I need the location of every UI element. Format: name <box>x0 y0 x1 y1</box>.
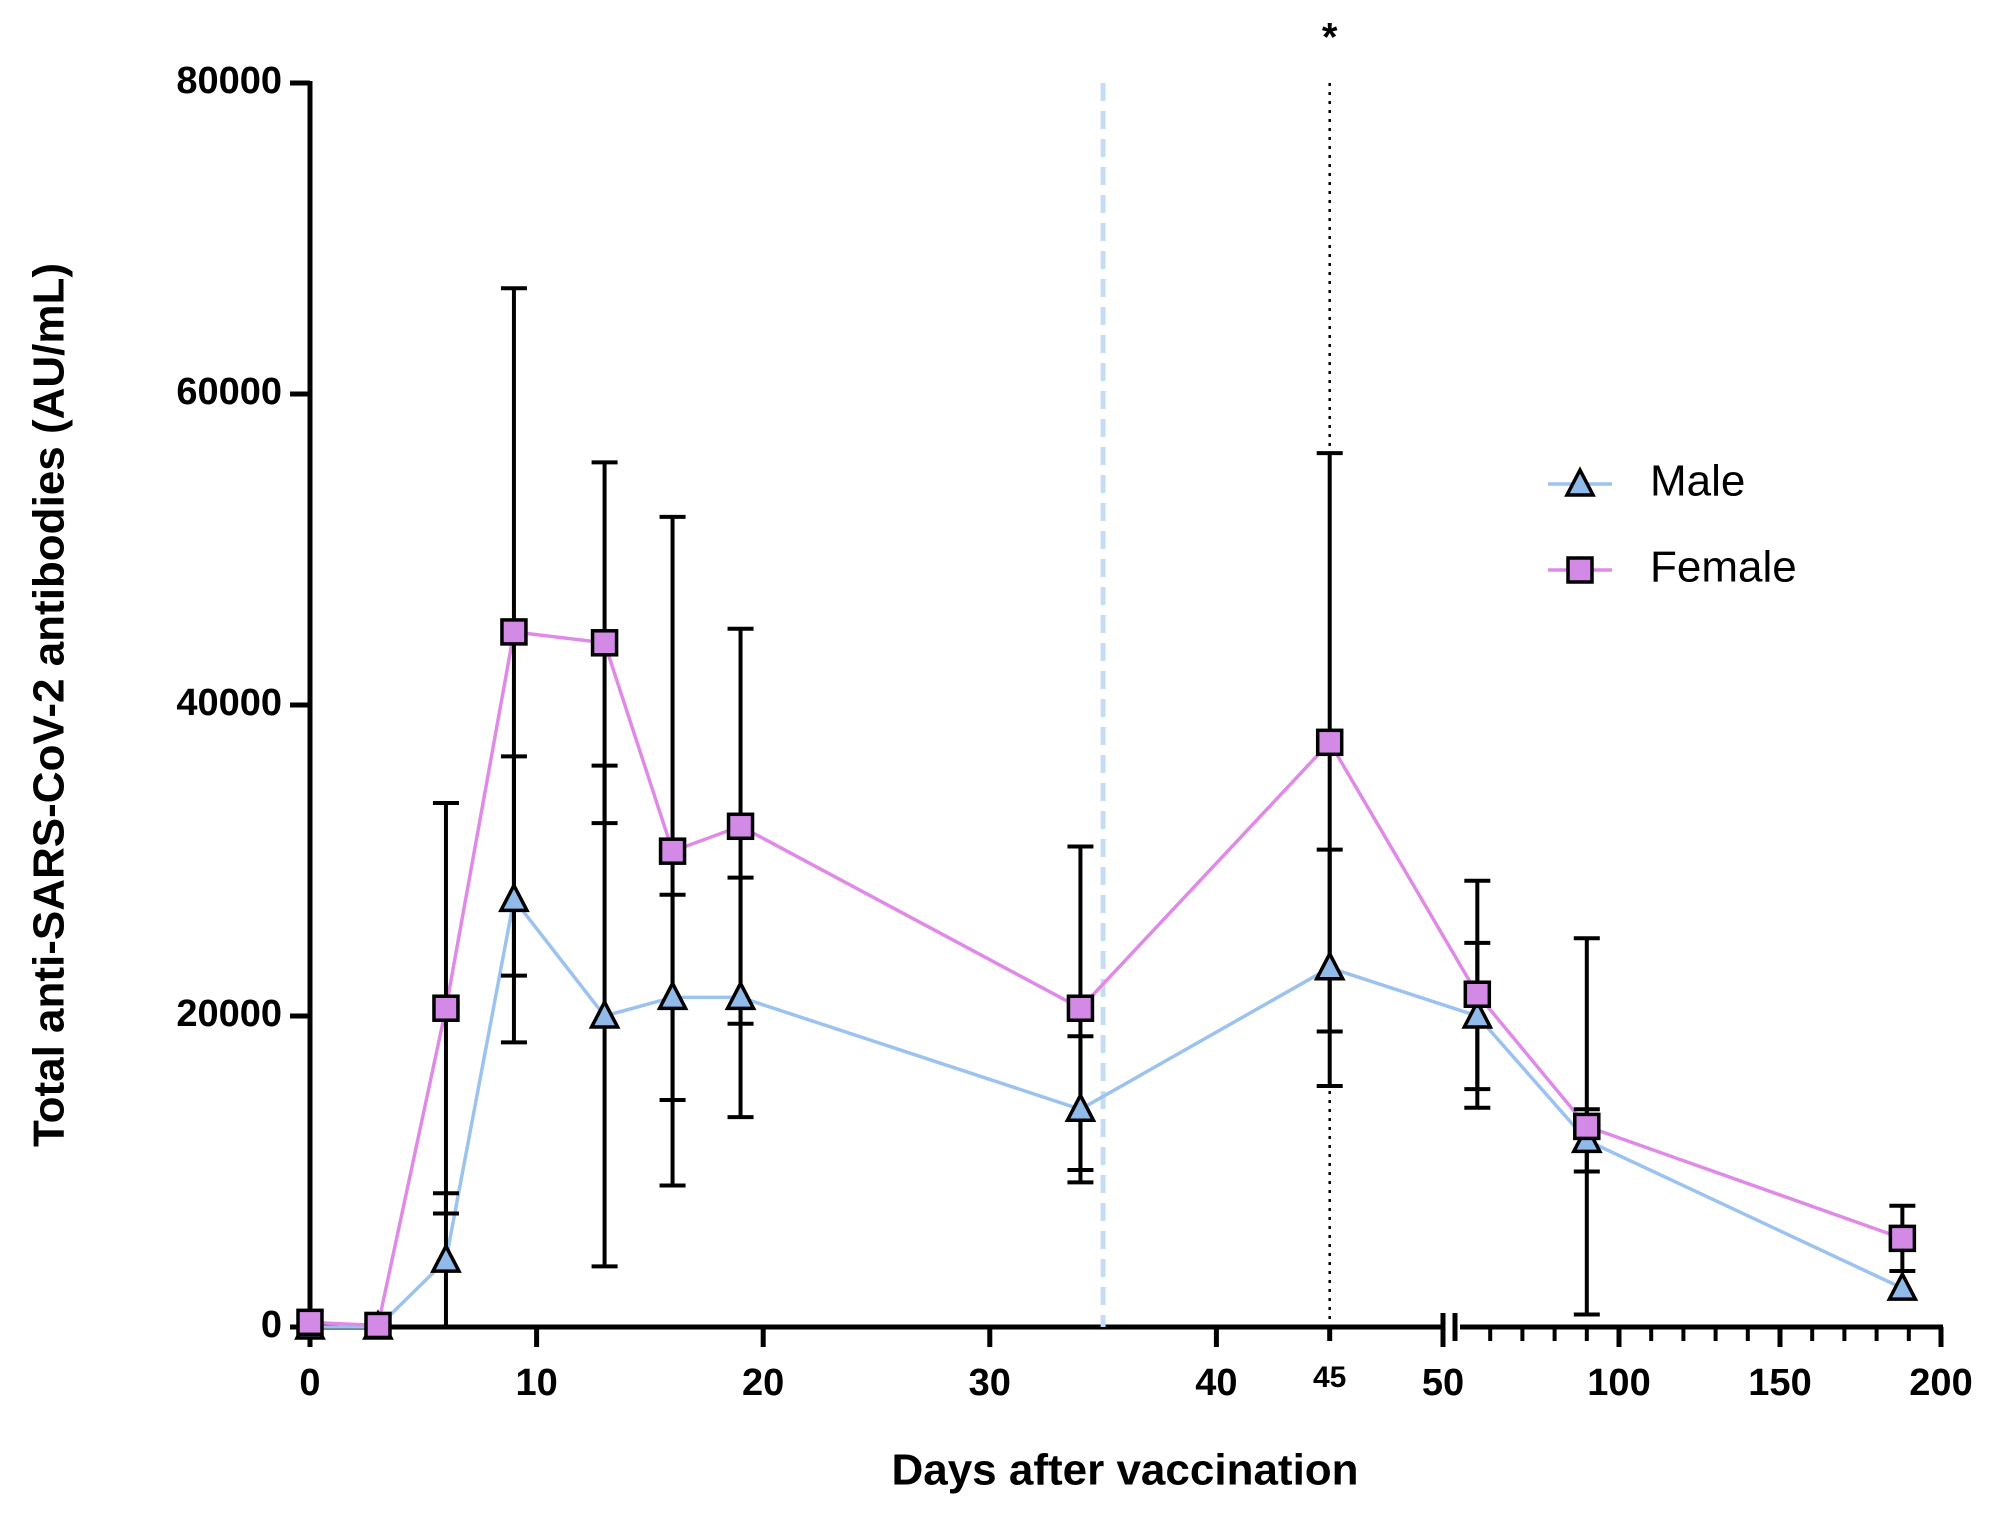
data-point <box>432 994 460 1022</box>
data-point <box>588 998 621 1029</box>
data-point <box>590 629 619 657</box>
data-point <box>724 979 757 1011</box>
data-point <box>1463 980 1492 1008</box>
x-tick-label: 0 <box>299 1362 320 1404</box>
data-point <box>1886 1270 1919 1301</box>
x-tick-label: 10 <box>515 1362 557 1404</box>
data-point <box>364 1311 392 1340</box>
data-point <box>1573 1112 1601 1141</box>
data-point <box>500 618 528 646</box>
significance-mark: * <box>1322 16 1338 60</box>
x-tick-label: 45 <box>1313 1361 1346 1394</box>
data-point <box>296 1308 324 1337</box>
series-line <box>310 895 1904 1329</box>
x-tick-label: 100 <box>1587 1362 1650 1404</box>
legend-label: Female <box>1650 543 1797 592</box>
x-tick-label: 50 <box>1422 1362 1464 1404</box>
data-point <box>430 1242 462 1273</box>
data-point <box>1461 998 1494 1029</box>
data-point <box>1888 1224 1917 1253</box>
x-tick-label: 20 <box>742 1362 784 1404</box>
legend-marker <box>1566 556 1594 584</box>
y-axis-title: Total anti-SARS-CoV-2 antibodies (AU/mL) <box>25 263 74 1147</box>
data-point <box>1313 950 1346 981</box>
x-tick-label: 40 <box>1195 1362 1237 1404</box>
y-tick-label: 40000 <box>176 682 282 724</box>
x-tick-label: 150 <box>1748 1362 1811 1404</box>
y-tick-label: 0 <box>261 1304 282 1346</box>
data-point <box>498 881 530 913</box>
y-tick-label: 80000 <box>176 60 282 102</box>
y-tick-label: 20000 <box>176 993 282 1035</box>
series-line <box>309 629 1903 1328</box>
data-point <box>726 812 755 841</box>
x-axis-title: Days after vaccination <box>891 1446 1358 1495</box>
data-point <box>656 979 689 1011</box>
data-point <box>1064 1091 1097 1123</box>
x-tick-label: 200 <box>1909 1362 1972 1404</box>
data-point <box>1066 994 1095 1022</box>
data-point <box>1315 728 1344 757</box>
y-tick-label: 60000 <box>176 371 282 413</box>
legend-label: Male <box>1650 457 1745 506</box>
legend-marker <box>1564 466 1596 497</box>
data-point <box>658 837 687 865</box>
x-tick-label: 30 <box>969 1362 1011 1404</box>
